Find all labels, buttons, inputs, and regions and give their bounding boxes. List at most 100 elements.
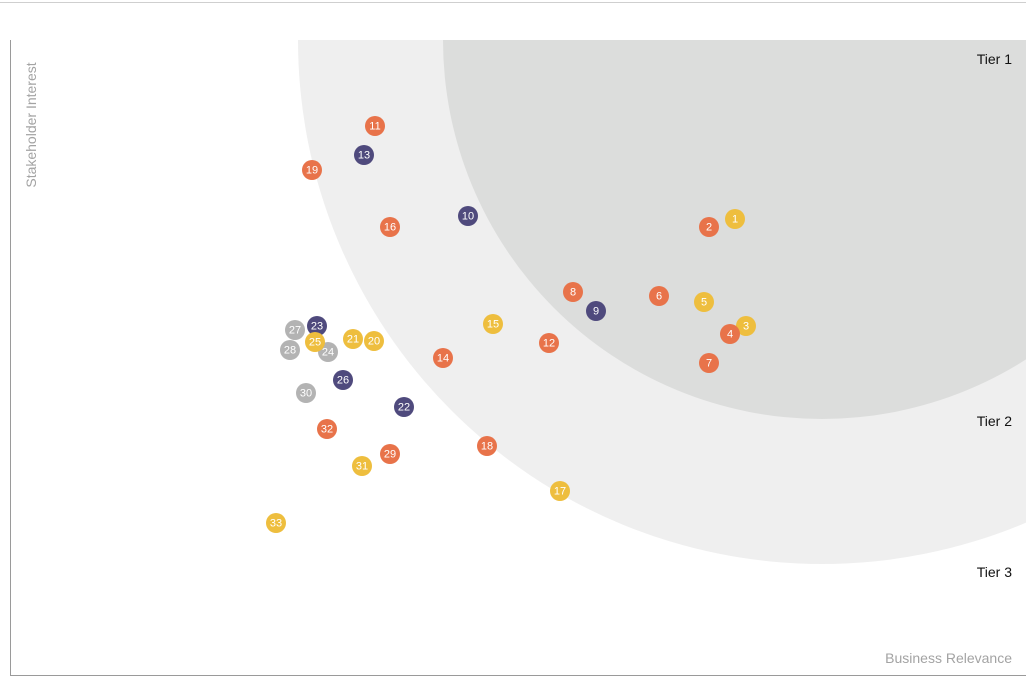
issue-point-9: 9 bbox=[586, 301, 606, 321]
issue-point-31: 31 bbox=[352, 456, 372, 476]
issue-number-label: 17 bbox=[554, 486, 566, 498]
tier-1-band bbox=[443, 40, 1026, 419]
issue-marker bbox=[280, 340, 300, 360]
issue-point-8: 8 bbox=[563, 282, 583, 302]
issue-number-label: 21 bbox=[347, 334, 359, 346]
issue-marker bbox=[380, 444, 400, 464]
issue-number-label: 14 bbox=[437, 353, 449, 365]
issue-number-label: 26 bbox=[337, 375, 349, 387]
issue-point-7: 7 bbox=[699, 353, 719, 373]
issue-point-15: 15 bbox=[483, 314, 503, 334]
issue-number-label: 1 bbox=[732, 214, 738, 226]
issue-point-12: 12 bbox=[539, 333, 559, 353]
issue-number-label: 18 bbox=[481, 441, 493, 453]
issue-marker bbox=[394, 397, 414, 417]
issue-number-label: 25 bbox=[309, 337, 321, 349]
issue-point-16: 16 bbox=[380, 217, 400, 237]
issue-number-label: 33 bbox=[270, 518, 282, 530]
issue-marker bbox=[296, 383, 316, 403]
issue-number-label: 28 bbox=[284, 345, 296, 357]
issue-point-18: 18 bbox=[477, 436, 497, 456]
y-axis-label: Stakeholder Interest bbox=[23, 62, 39, 188]
issue-number-label: 29 bbox=[384, 449, 396, 461]
top-rule bbox=[0, 2, 1026, 3]
issue-number-label: 20 bbox=[368, 336, 380, 348]
issue-point-2: 2 bbox=[699, 217, 719, 237]
issue-marker bbox=[343, 329, 363, 349]
issue-point-14: 14 bbox=[433, 348, 453, 368]
issue-marker bbox=[354, 145, 374, 165]
issue-marker bbox=[694, 292, 714, 312]
issue-point-32: 32 bbox=[317, 419, 337, 439]
issue-number-label: 7 bbox=[706, 358, 712, 370]
y-axis-line bbox=[10, 40, 11, 676]
issue-point-20: 20 bbox=[364, 331, 384, 351]
issue-marker bbox=[649, 286, 669, 306]
issue-marker bbox=[352, 456, 372, 476]
issue-number-label: 31 bbox=[356, 461, 368, 473]
issue-marker bbox=[307, 316, 327, 336]
issue-number-label: 32 bbox=[321, 424, 333, 436]
issue-marker bbox=[285, 320, 305, 340]
issue-point-27: 27 bbox=[285, 320, 305, 340]
tier-3-label: Tier 3 bbox=[976, 564, 1012, 580]
issue-marker bbox=[266, 513, 286, 533]
issue-marker bbox=[483, 314, 503, 334]
issue-marker bbox=[364, 331, 384, 351]
issue-point-19: 19 bbox=[302, 160, 322, 180]
tier-2-label: Tier 2 bbox=[976, 413, 1012, 429]
issue-point-22: 22 bbox=[394, 397, 414, 417]
issue-point-6: 6 bbox=[649, 286, 669, 306]
issue-marker bbox=[550, 481, 570, 501]
issue-marker bbox=[586, 301, 606, 321]
issue-marker bbox=[736, 316, 756, 336]
tier-1-label: Tier 1 bbox=[976, 51, 1012, 67]
issue-number-label: 15 bbox=[487, 319, 499, 331]
issue-point-13: 13 bbox=[354, 145, 374, 165]
issue-point-11: 11 bbox=[365, 116, 385, 136]
issue-number-label: 3 bbox=[743, 321, 749, 333]
issue-marker bbox=[302, 160, 322, 180]
issue-marker bbox=[333, 370, 353, 390]
issue-number-label: 23 bbox=[311, 321, 323, 333]
issue-point-25: 25 bbox=[305, 332, 325, 352]
issue-number-label: 24 bbox=[322, 347, 334, 359]
issue-marker bbox=[699, 217, 719, 237]
issue-number-label: 13 bbox=[358, 150, 370, 162]
points-layer: 1234567891011121314151617181920212223242… bbox=[266, 116, 756, 533]
issue-marker bbox=[317, 419, 337, 439]
issue-point-5: 5 bbox=[694, 292, 714, 312]
issue-point-26: 26 bbox=[333, 370, 353, 390]
issue-point-17: 17 bbox=[550, 481, 570, 501]
issue-marker bbox=[477, 436, 497, 456]
issue-marker bbox=[433, 348, 453, 368]
issue-number-label: 4 bbox=[727, 329, 733, 341]
issue-number-label: 27 bbox=[289, 325, 301, 337]
issue-number-label: 12 bbox=[543, 338, 555, 350]
issue-point-3: 3 bbox=[736, 316, 756, 336]
issue-point-23: 23 bbox=[307, 316, 327, 336]
issue-point-10: 10 bbox=[458, 206, 478, 226]
issue-point-33: 33 bbox=[266, 513, 286, 533]
issue-point-29: 29 bbox=[380, 444, 400, 464]
issue-marker bbox=[725, 209, 745, 229]
issue-number-label: 6 bbox=[656, 291, 662, 303]
issue-number-label: 22 bbox=[398, 402, 410, 414]
issue-point-21: 21 bbox=[343, 329, 363, 349]
issue-marker bbox=[720, 324, 740, 344]
issue-marker bbox=[699, 353, 719, 373]
issue-marker bbox=[563, 282, 583, 302]
issue-point-1: 1 bbox=[725, 209, 745, 229]
issue-marker bbox=[305, 332, 325, 352]
issue-point-4: 4 bbox=[720, 324, 740, 344]
issue-number-label: 19 bbox=[306, 165, 318, 177]
issue-number-label: 11 bbox=[369, 121, 380, 133]
issue-point-30: 30 bbox=[296, 383, 316, 403]
issue-marker bbox=[380, 217, 400, 237]
issue-point-28: 28 bbox=[280, 340, 300, 360]
issue-number-label: 30 bbox=[300, 388, 312, 400]
issue-number-label: 5 bbox=[701, 297, 707, 309]
issue-marker bbox=[365, 116, 385, 136]
x-axis-label: Business Relevance bbox=[885, 650, 1012, 666]
